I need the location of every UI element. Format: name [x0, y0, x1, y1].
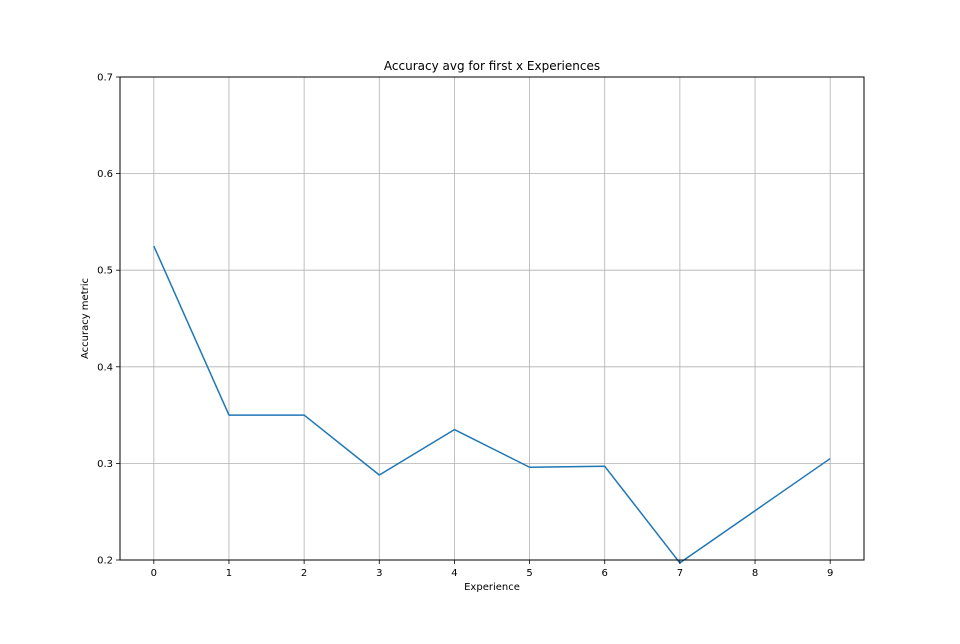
x-tick-label: 4: [451, 568, 457, 579]
y-tick-label: 0.5: [97, 266, 113, 277]
x-tick-label: 8: [752, 568, 758, 579]
y-tick-label: 0.4: [97, 362, 113, 373]
grid-lines: [120, 77, 864, 560]
axis-ticks: 0 1 2 3 4 5 6 7 8 9 0.2 0.3 0.4 0.5 0.6 0.7: [97, 73, 833, 580]
y-tick-label: 0.7: [97, 73, 113, 84]
series-layer: [154, 246, 830, 563]
series-line: [154, 246, 830, 563]
y-tick-label: 0.2: [97, 556, 113, 567]
x-tick-label: 0: [151, 568, 157, 579]
x-tick-label: 3: [376, 568, 382, 579]
plot-frame: [120, 77, 864, 560]
x-tick-label: 7: [677, 568, 683, 579]
y-axis-label: Accuracy metric: [80, 278, 91, 359]
x-tick-label: 6: [602, 568, 608, 579]
x-axis-label: Experience: [464, 582, 520, 593]
x-tick-label: 1: [226, 568, 232, 579]
x-tick-label: 9: [827, 568, 833, 579]
y-tick-label: 0.3: [97, 459, 113, 470]
x-tick-label: 5: [526, 568, 532, 579]
chart-title: Accuracy avg for first x Experiences: [384, 59, 600, 73]
y-tick-label: 0.6: [97, 169, 113, 180]
x-tick-label: 2: [301, 568, 307, 579]
